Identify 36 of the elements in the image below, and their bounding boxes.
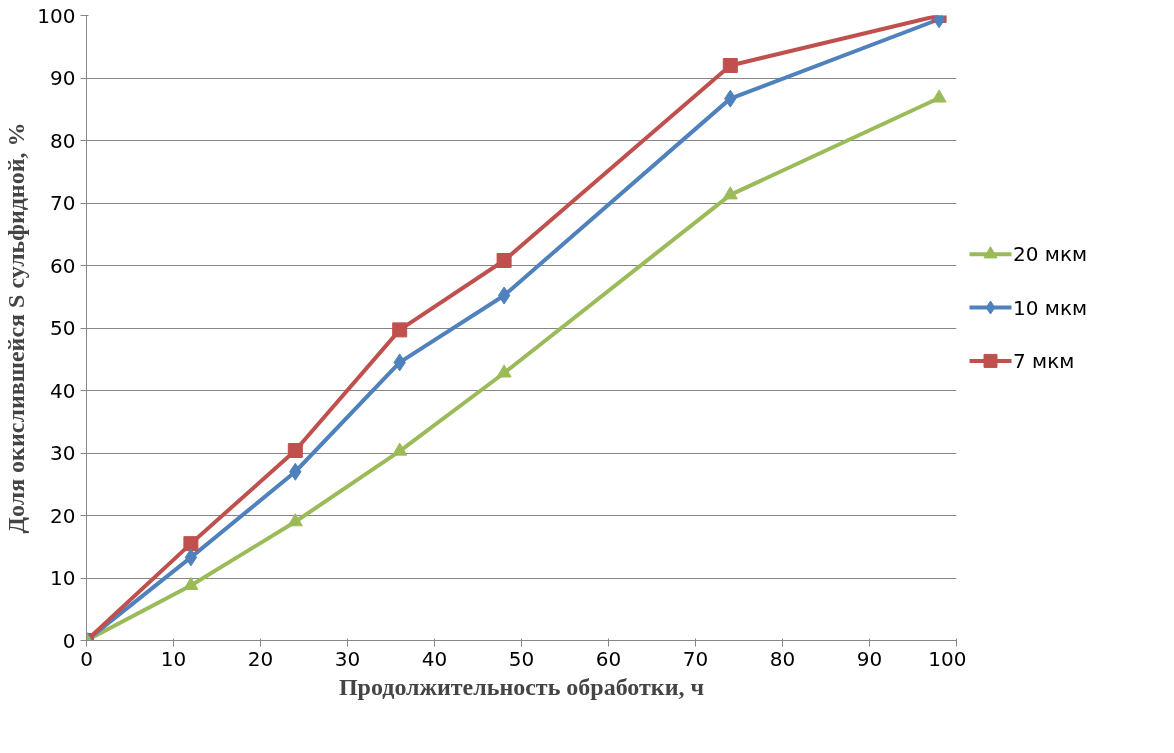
- legend-label: 10 мкм: [1013, 295, 1088, 320]
- x-tick-label: 80: [769, 646, 796, 671]
- y-tick-label: 90: [50, 66, 76, 90]
- x-tick-label: 40: [421, 646, 448, 671]
- y-tick-label: 100: [37, 3, 76, 28]
- y-tick-label: 30: [50, 441, 76, 465]
- x-tick-label: 70: [682, 646, 709, 671]
- x-tick-label: 90: [856, 646, 883, 671]
- x-tick-label: 20: [247, 646, 274, 671]
- x-tick-label: 60: [595, 646, 622, 671]
- x-tick-label: 100: [928, 646, 967, 671]
- point: [496, 253, 512, 268]
- point: [392, 442, 408, 456]
- point: [183, 576, 199, 591]
- point: [722, 58, 738, 73]
- point: [287, 443, 303, 458]
- y-tick-label: 10: [50, 566, 76, 590]
- y-tick-label: 80: [50, 128, 76, 153]
- y-tick-label: 20: [50, 503, 76, 528]
- y-tick-label: 70: [50, 191, 76, 215]
- point: [497, 286, 511, 305]
- y-tick-label: 50: [50, 316, 76, 340]
- y-axis-title: Доля окислившейся S сульфидной, %: [3, 122, 30, 534]
- point: [496, 364, 512, 378]
- x-axis-title: Продолжительность обработки, ч: [338, 673, 705, 700]
- y-tick-label: 60: [50, 253, 76, 278]
- x-tick-label: 0: [80, 646, 93, 671]
- legend-label: 20 мкм: [1013, 242, 1088, 267]
- point: [392, 322, 408, 338]
- y-tick-label: 0: [62, 628, 76, 653]
- y-tick-label: 40: [50, 378, 76, 403]
- x-tick-label: 50: [508, 646, 535, 671]
- x-tick-label: 10: [160, 646, 187, 671]
- x-tick-label: 30: [334, 646, 361, 671]
- point: [287, 513, 303, 527]
- legend-label: 7 мкм: [1013, 348, 1075, 373]
